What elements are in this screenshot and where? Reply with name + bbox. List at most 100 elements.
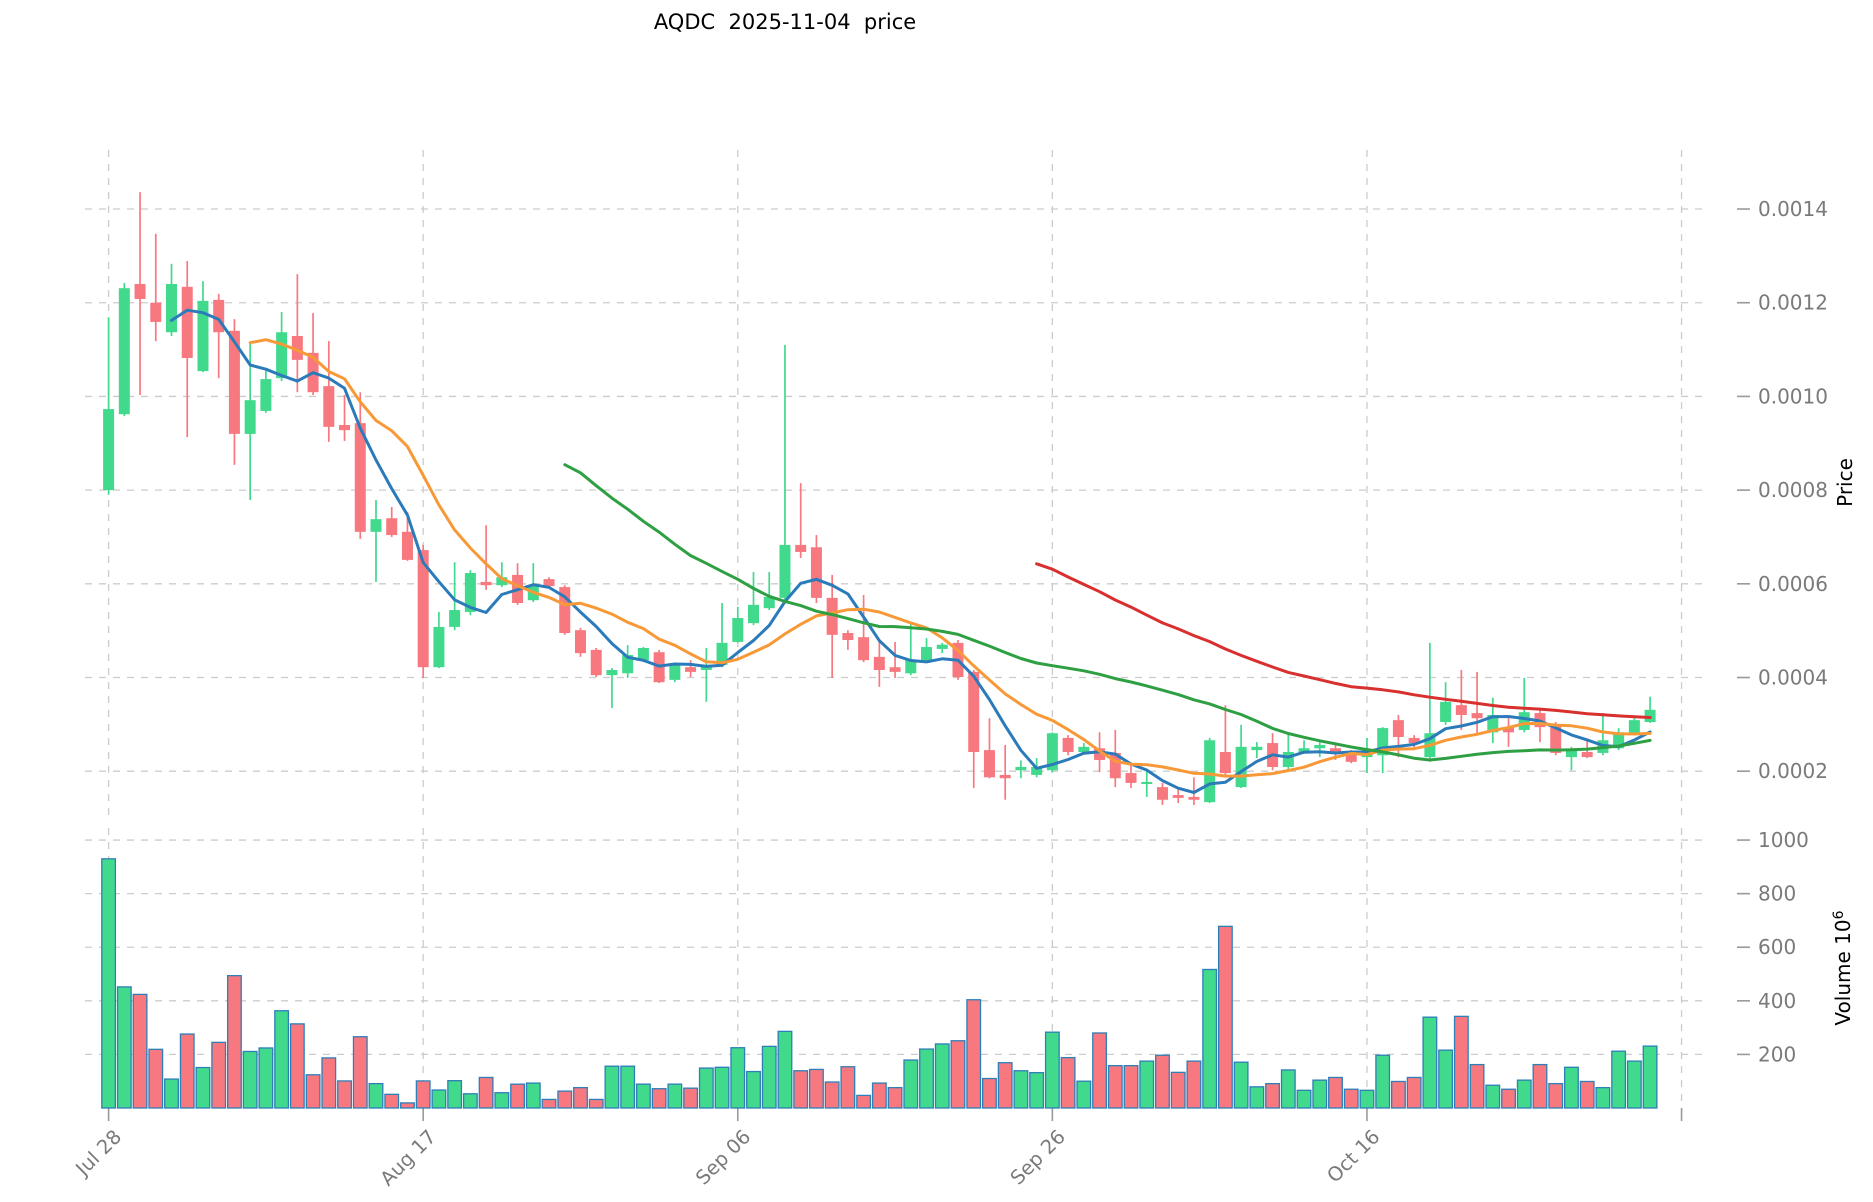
candle-body — [401, 531, 413, 560]
candle-body — [1392, 720, 1404, 737]
candle-body — [1330, 748, 1342, 753]
x-tick-label: Sep 06 — [691, 1125, 755, 1189]
candle-body — [1109, 752, 1121, 779]
volume-bar — [1532, 1063, 1548, 1109]
volume-bar — [1233, 1061, 1249, 1109]
volume-bar — [1029, 1071, 1045, 1109]
volume-bar — [1107, 1065, 1123, 1109]
gridlines — [85, 150, 1702, 1108]
volume-bar — [982, 1077, 997, 1109]
candle-body — [103, 409, 115, 491]
candle-body — [1518, 712, 1530, 730]
volume-bar — [1626, 1060, 1642, 1109]
volume-axis-label: Volume 106 — [1831, 910, 1855, 1025]
candle-body — [386, 518, 398, 536]
volume-tick-label: 1000 — [1758, 828, 1809, 852]
volume-bar — [1642, 1045, 1658, 1109]
volume-bar — [400, 1102, 415, 1109]
volume-bar — [384, 1093, 400, 1109]
candle-body — [1377, 728, 1389, 756]
candle-body — [1471, 713, 1483, 719]
volume-bar — [1611, 1050, 1627, 1109]
volume-bar — [793, 1070, 809, 1109]
volume-bar — [1453, 1015, 1469, 1109]
candle-body — [1314, 744, 1326, 749]
candle-body — [1204, 740, 1216, 803]
candle-body — [1078, 746, 1090, 752]
candle-body — [1125, 773, 1137, 783]
volume-bar — [1359, 1089, 1375, 1109]
candle-body — [1628, 720, 1640, 734]
candle-body — [779, 544, 791, 598]
ma-line-ma-longest — [1035, 562, 1652, 719]
volume-bar — [1422, 1016, 1438, 1109]
volume-bar — [494, 1092, 510, 1109]
volume-bar — [1390, 1080, 1406, 1109]
volume-bar — [667, 1083, 683, 1109]
volume-bar — [1548, 1082, 1564, 1109]
candle-body — [559, 587, 571, 633]
candle-body — [732, 618, 744, 642]
volume-bar — [714, 1066, 730, 1109]
volume-bar — [1123, 1065, 1139, 1109]
volume-bar — [620, 1065, 636, 1109]
volume-bar — [1563, 1066, 1579, 1109]
volume-bar — [573, 1086, 588, 1109]
candle-body — [181, 286, 193, 359]
volume-bar — [1501, 1088, 1516, 1109]
candle-body — [244, 400, 256, 434]
price-tick-label: 0.0008 — [1758, 478, 1828, 502]
volume-bar — [1155, 1054, 1170, 1109]
price-tick-label: 0.0004 — [1758, 666, 1828, 690]
candle-body — [134, 283, 146, 299]
candle-body — [1408, 737, 1420, 744]
price-tick-label: 0.0006 — [1758, 572, 1828, 596]
volume-bar — [101, 858, 117, 1109]
volume-bar — [447, 1080, 463, 1109]
price-tick-label: 0.0014 — [1758, 197, 1828, 221]
volume-bar — [1170, 1071, 1186, 1109]
volume-bar — [352, 1036, 368, 1109]
candle-body — [260, 379, 272, 411]
candle-body — [1219, 751, 1231, 774]
candle-body — [213, 299, 225, 333]
volume-bar — [478, 1076, 494, 1109]
price-tick-label: 0.0002 — [1758, 759, 1828, 783]
candle-body — [150, 302, 162, 322]
x-tick-label: Jul 28 — [70, 1125, 126, 1181]
candle-body — [480, 581, 492, 586]
volume-bar — [887, 1086, 903, 1109]
volume-bar — [116, 986, 132, 1109]
candle-body — [999, 774, 1011, 779]
volume-bar — [1249, 1086, 1265, 1109]
volume-bar — [997, 1062, 1013, 1109]
volume-bar — [1438, 1049, 1454, 1109]
volume-bar — [683, 1087, 699, 1109]
candle-body — [1613, 732, 1625, 749]
volume-bar — [588, 1098, 604, 1109]
candle-body — [590, 649, 602, 676]
ma-line-ma-short — [170, 308, 1652, 794]
candle-body — [1565, 750, 1577, 758]
volume-bar — [1328, 1076, 1343, 1109]
volume-bar — [635, 1083, 651, 1109]
volume-bar — [746, 1070, 761, 1109]
candle-body — [1094, 748, 1106, 760]
candle-body — [889, 667, 901, 672]
candle-body — [276, 332, 288, 379]
candle-body — [1440, 701, 1452, 723]
candle-body — [1581, 751, 1593, 758]
volume-bar — [1013, 1070, 1029, 1109]
ma-line-ma-long — [563, 463, 1652, 762]
candle-body — [1503, 727, 1515, 733]
volume-bar — [415, 1080, 431, 1109]
candle-body — [921, 647, 933, 662]
candle-body — [574, 630, 586, 654]
volume-bar — [1595, 1086, 1611, 1109]
volume-bar — [1139, 1060, 1155, 1109]
candle-body — [1282, 751, 1294, 767]
tick-marks — [107, 208, 1750, 1121]
candle-body — [748, 604, 760, 624]
